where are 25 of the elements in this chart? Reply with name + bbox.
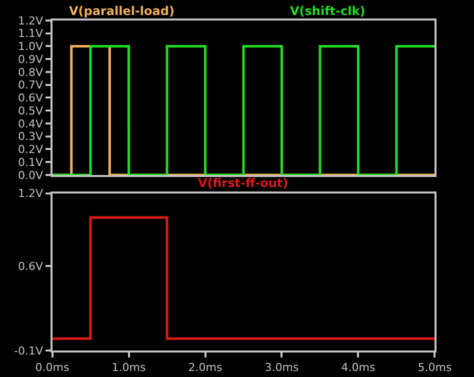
y-tick-label: 0.7V [18, 78, 44, 92]
y-tick-label: 0.4V [18, 117, 44, 130]
x-tick-label: 3.0ms [264, 360, 299, 374]
y-tick-label: 1.1V [18, 27, 44, 40]
text: V(first-ff-out) [198, 176, 288, 190]
y-tick-label: 0.0V [18, 168, 44, 182]
text: V(parallel-load) [69, 4, 174, 18]
y-tick-label: 0.8V [18, 66, 44, 79]
text: V(shift-clk) [290, 4, 366, 18]
x-tick-label: 0.0ms [35, 360, 70, 374]
y-tick-label: 0.6V [18, 260, 44, 273]
x-tick-label: 2.0ms [188, 360, 222, 374]
x-tick-label: 5.0ms [418, 360, 452, 374]
y-tick-label: 0.9V [18, 52, 44, 66]
y-tick-label: 0.5V [18, 104, 44, 118]
y-tick-label: 0.1V [18, 156, 44, 169]
x-tick-label: 1.0ms [112, 360, 146, 374]
y-tick-label: 1.2V [18, 14, 44, 28]
y-tick-label: 1.2V [18, 187, 44, 200]
y-tick-label: 1.0V [18, 40, 44, 54]
y-tick-label: 0.3V [18, 130, 44, 144]
y-tick-label: -0.1V [14, 344, 44, 358]
y-tick-label: 0.6V [18, 92, 44, 105]
y-tick-label: 0.2V [18, 143, 44, 156]
x-tick-label: 4.0ms [341, 360, 376, 374]
